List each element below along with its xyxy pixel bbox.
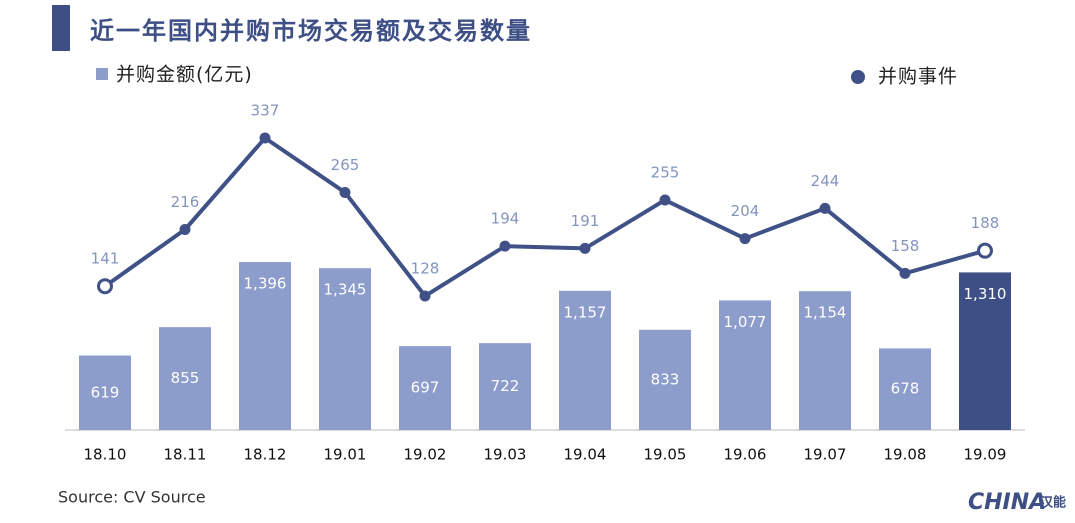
bar-value-label: 1,310 <box>964 285 1007 303</box>
bar <box>319 268 371 430</box>
source: Source: CV Source <box>58 488 206 507</box>
bar-value-label: 619 <box>91 383 120 401</box>
line-point <box>339 186 351 198</box>
bar <box>479 343 531 430</box>
x-tick-label: 18.10 <box>84 446 127 464</box>
line-point <box>977 242 993 259</box>
bar <box>959 272 1011 430</box>
bar-value-label: 1,345 <box>324 281 367 299</box>
line-value-label: 158 <box>891 237 920 255</box>
x-tick-label: 18.12 <box>244 446 287 464</box>
bar-value-label: 1,077 <box>724 313 767 331</box>
legend-label: 并购事件 <box>878 66 958 88</box>
line-value-label: 244 <box>811 172 840 190</box>
x-tick-label: 19.04 <box>564 446 607 464</box>
line-value-label: 337 <box>251 102 280 120</box>
line-value-label: 141 <box>91 250 120 268</box>
line-point <box>179 224 191 236</box>
line-value-label: 204 <box>731 202 760 220</box>
line-point <box>499 240 511 252</box>
line-value-label: 188 <box>971 214 1000 232</box>
bar-value-label: 1,154 <box>804 304 847 322</box>
bar <box>79 355 131 430</box>
legend-marker <box>851 70 865 84</box>
bar <box>879 348 931 430</box>
line-point <box>419 290 431 302</box>
x-tick-label: 19.02 <box>404 446 447 464</box>
bar-value-label: 1,396 <box>244 275 287 293</box>
line-point <box>899 267 911 279</box>
bar-value-label: 833 <box>651 370 680 388</box>
line-point <box>579 242 591 254</box>
logo-cn: 汉能 <box>1040 495 1066 511</box>
x-tick-label: 19.01 <box>324 446 367 464</box>
bar <box>799 291 851 430</box>
bar <box>559 290 611 430</box>
x-tick-label: 19.05 <box>644 446 687 464</box>
line-value-label: 255 <box>651 164 680 182</box>
x-tick-label: 19.03 <box>484 446 527 464</box>
bar-value-label: 855 <box>171 369 200 387</box>
legend-swatch <box>96 68 108 80</box>
legend-label: 并购金额(亿元) <box>116 64 253 86</box>
bar-value-label: 1,157 <box>564 303 607 321</box>
line-value-label: 194 <box>491 210 520 228</box>
line-point <box>739 233 751 245</box>
line-point <box>659 194 671 206</box>
line-value-label: 265 <box>331 156 360 174</box>
bar-value-label: 678 <box>891 380 920 398</box>
bar <box>399 346 451 430</box>
line-value-label: 216 <box>171 193 200 211</box>
line-value-label: 128 <box>411 260 440 278</box>
line-point <box>259 132 271 144</box>
bar <box>639 329 691 430</box>
x-tick-label: 19.07 <box>804 446 847 464</box>
x-tick-label: 19.06 <box>724 446 767 464</box>
chart-title: 近一年国内并购市场交易额及交易数量 <box>90 17 532 45</box>
x-tick-label: 19.09 <box>964 446 1007 464</box>
bar-value-label: 697 <box>411 379 440 397</box>
line-point <box>97 278 113 295</box>
bar <box>719 300 771 430</box>
x-tick-label: 19.08 <box>884 446 927 464</box>
line-point <box>819 202 831 214</box>
x-tick-label: 18.11 <box>164 446 207 464</box>
bar <box>239 262 291 430</box>
line-value-label: 191 <box>571 212 600 230</box>
bar-value-label: 722 <box>491 377 520 395</box>
title-bar <box>52 5 70 51</box>
line <box>103 136 986 299</box>
logo: CHINA <box>968 490 1046 515</box>
bar <box>159 327 211 430</box>
